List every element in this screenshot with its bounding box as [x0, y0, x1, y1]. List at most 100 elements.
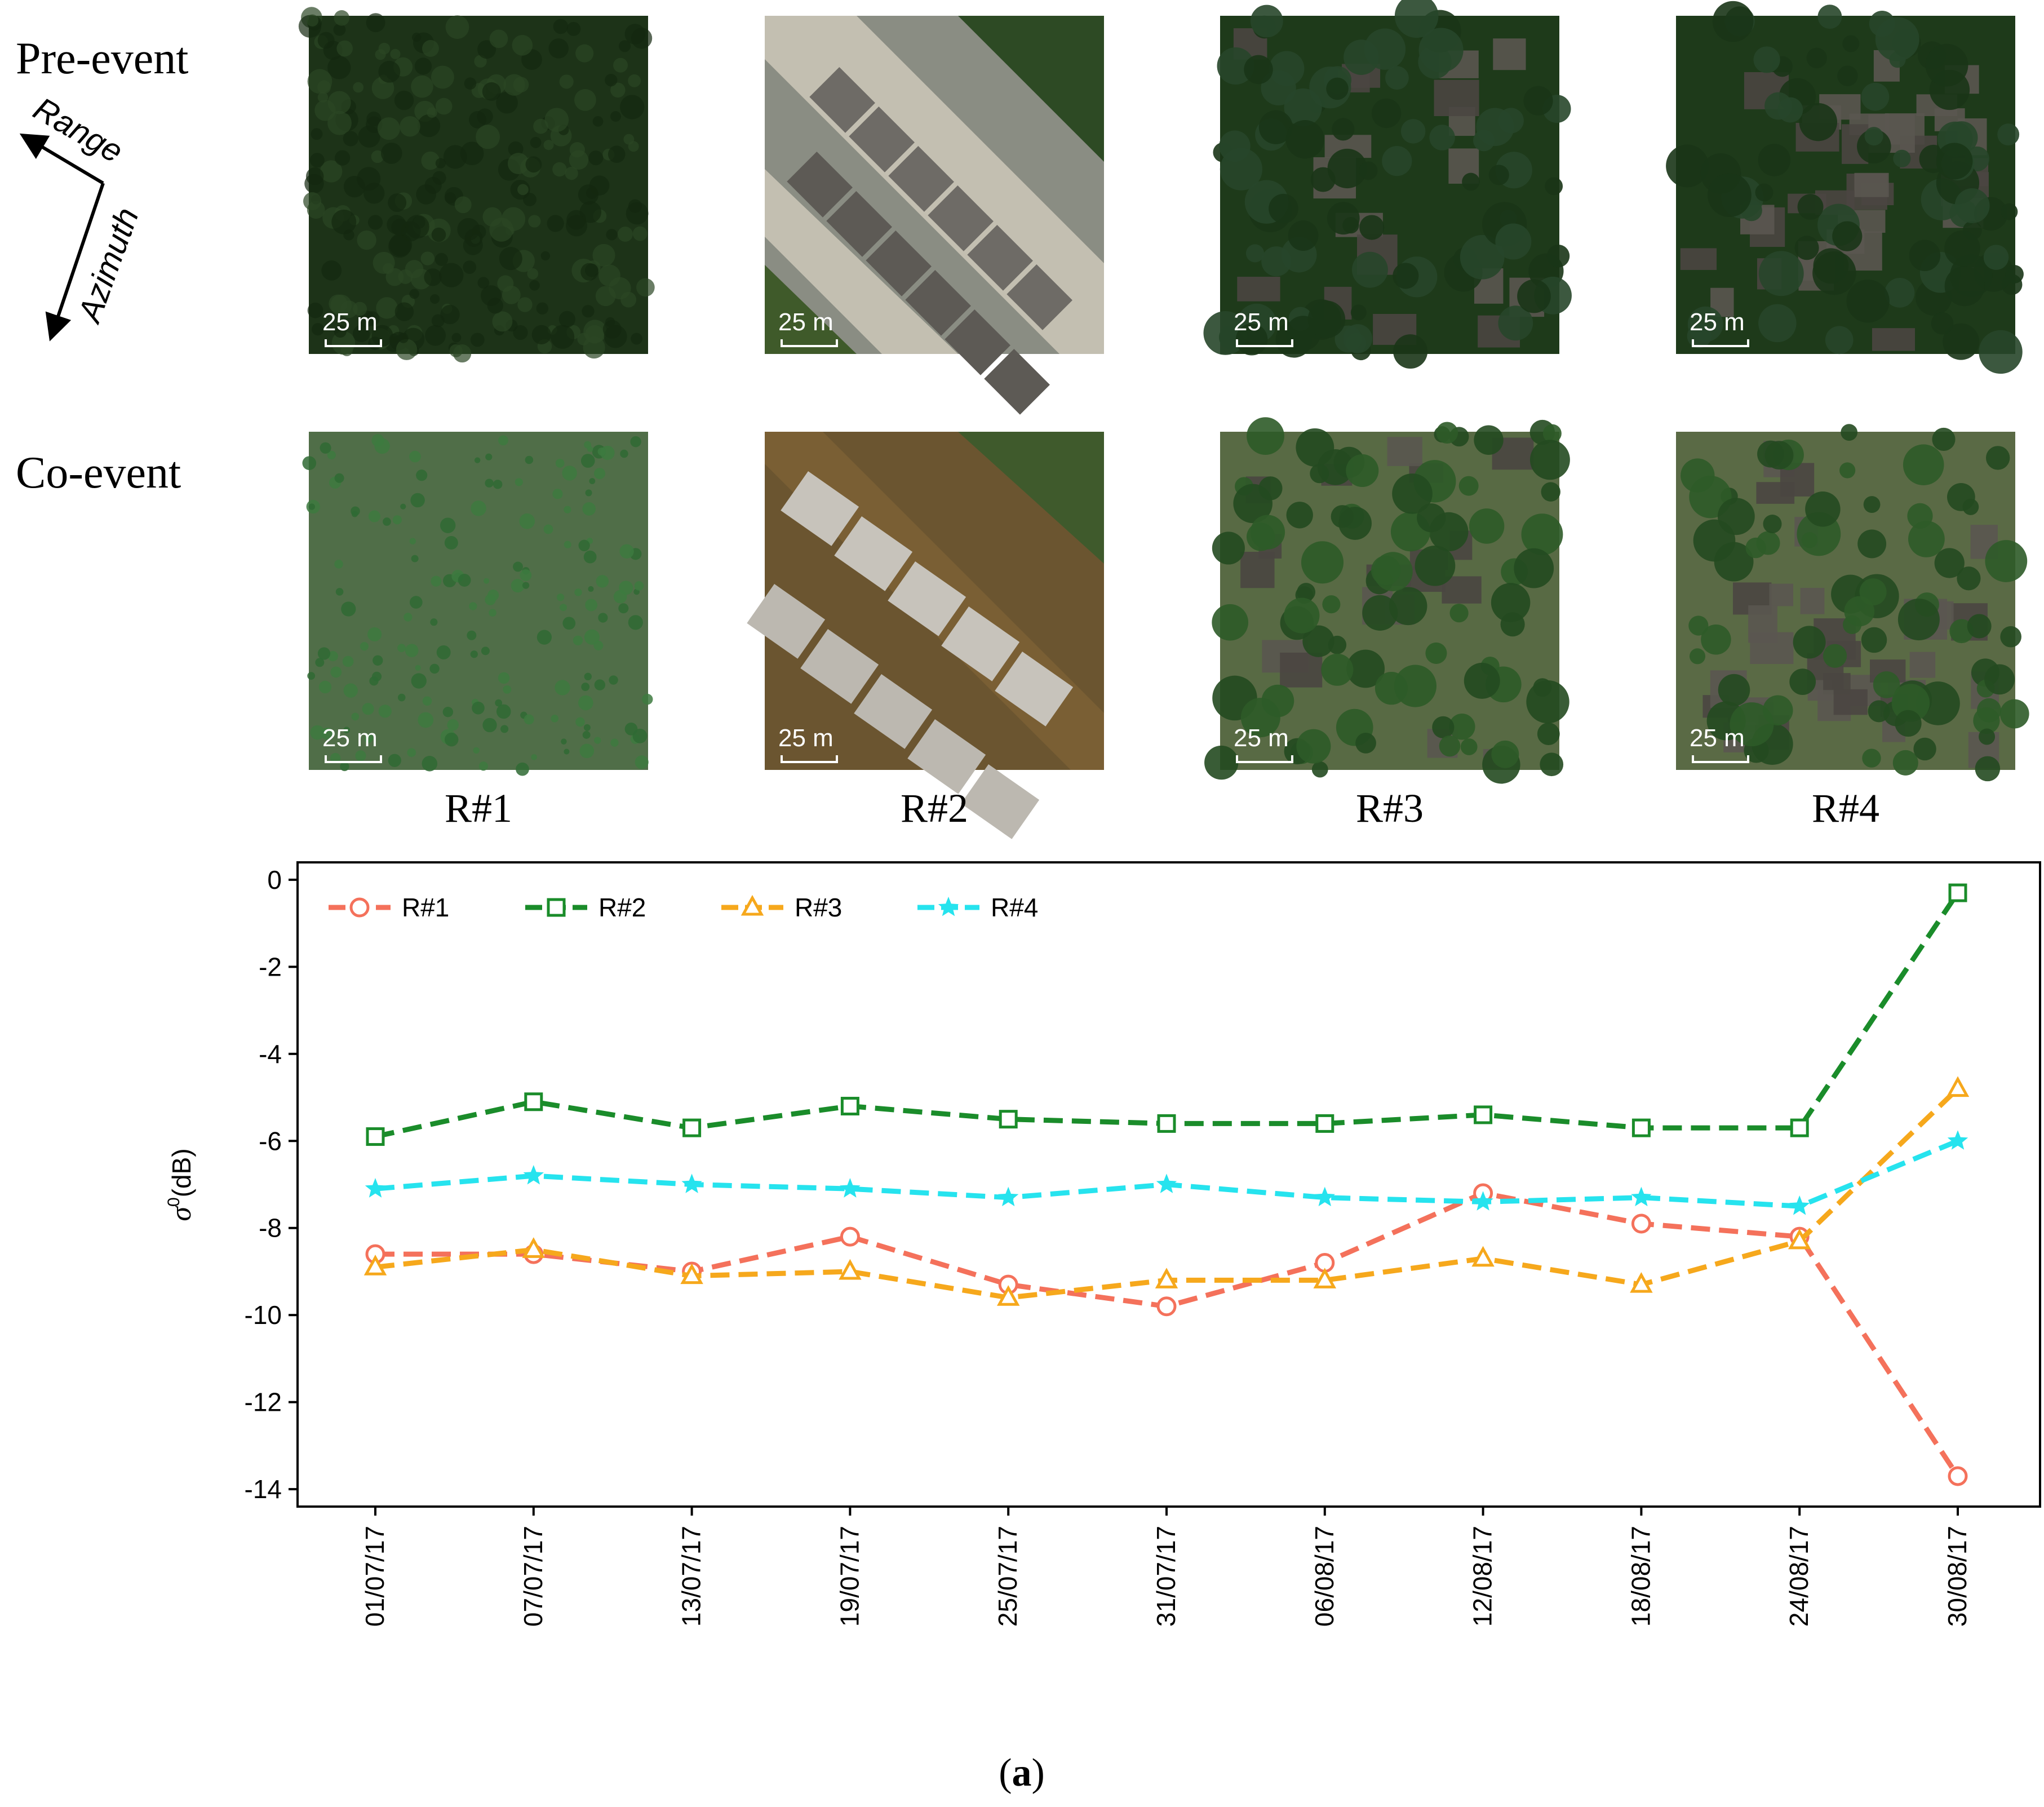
- data-point: [1474, 1105, 1493, 1124]
- backscatter-chart: 0 -2 -4 -6 -8 -10 -12 -14 01/07/17 07/07/17 13/07…: [165, 861, 2041, 1627]
- tile-r3-pre: [1203, 0, 1572, 369]
- x-axis: 01/07/17 07/07/17 13/07/17 19/07/17 25/07/17…: [360, 1507, 1972, 1627]
- data-point: [366, 1127, 385, 1146]
- data-point: [1471, 1246, 1495, 1267]
- y-tick-label: 0: [267, 865, 282, 894]
- data-point: [1788, 1228, 1811, 1250]
- x-tick-label: 01/07/17: [360, 1526, 389, 1627]
- scale-bar-label: 25 m: [778, 724, 833, 752]
- scale-bar: 25 m: [1690, 724, 1749, 763]
- x-tick-label: 19/07/17: [835, 1526, 864, 1627]
- data-point: [682, 1118, 702, 1137]
- scale-bar: 25 m: [1234, 308, 1293, 347]
- y-tick-label: -2: [259, 952, 282, 981]
- orientation-indicator: Range Azimuth: [19, 90, 146, 342]
- legend-label: R#1: [402, 893, 449, 922]
- data-point: [1473, 1191, 1493, 1211]
- region-label-r4: R#4: [1812, 786, 1879, 831]
- x-tick-label: 31/07/17: [1151, 1526, 1181, 1627]
- data-point: [1948, 1466, 1968, 1486]
- data-point: [680, 1263, 703, 1285]
- data-point: [524, 1092, 543, 1111]
- data-point: [840, 1178, 861, 1198]
- tile-r2-pre: [765, 16, 1104, 415]
- y-axis-label: σ0(dB): [165, 1148, 197, 1221]
- data-point: [1631, 1118, 1651, 1137]
- caption-open: (: [999, 1751, 1012, 1795]
- scale-bar: 25 m: [322, 724, 382, 763]
- range-arrow: [19, 133, 104, 185]
- legend-label: R#3: [795, 893, 842, 922]
- data-point: [1315, 1114, 1334, 1133]
- x-tick-label: 07/07/17: [518, 1526, 548, 1627]
- y-tick-label: -6: [259, 1126, 282, 1155]
- y-tick-label: -14: [245, 1474, 282, 1504]
- region-label-r1: R#1: [445, 786, 512, 831]
- co-event-label: Co-event: [16, 448, 181, 498]
- figure-caption: (a): [999, 1751, 1045, 1795]
- legend-item: R#4: [917, 893, 1038, 922]
- data-point: [681, 1173, 702, 1193]
- tile-r1-co: [302, 432, 653, 776]
- legend-label: R#4: [991, 893, 1038, 922]
- data-point: [839, 1259, 862, 1280]
- legend-marker: [741, 894, 764, 916]
- legend-label: R#2: [598, 893, 646, 922]
- x-tick-label: 24/08/17: [1784, 1526, 1814, 1627]
- x-tick-label: 18/08/17: [1626, 1526, 1655, 1627]
- azimuth-arrow: [45, 183, 105, 342]
- azimuth-label: Azimuth: [70, 203, 146, 328]
- x-tick-label: 30/08/17: [1943, 1526, 1972, 1627]
- data-point: [522, 1237, 546, 1258]
- data-point: [365, 1178, 386, 1198]
- data-point: [1631, 1186, 1652, 1207]
- scale-bar-label: 25 m: [1234, 308, 1289, 336]
- y-tick-label: -12: [245, 1388, 282, 1417]
- legend-item: R#2: [525, 893, 646, 922]
- scale-bars: 25 m 25 m 25 m 25 m 25 m 25 m 25 m 25 m: [322, 308, 1749, 763]
- legend-marker: [349, 897, 370, 918]
- scale-bar: 25 m: [322, 308, 382, 347]
- data-point: [1948, 883, 1967, 902]
- x-tick-label: 12/08/17: [1468, 1526, 1497, 1627]
- y-tick-label: -4: [259, 1039, 282, 1069]
- scale-bar-label: 25 m: [322, 724, 378, 752]
- tile-r4-co: [1676, 424, 2029, 782]
- scale-bar-label: 25 m: [322, 308, 378, 336]
- legend-marker: [547, 898, 566, 917]
- legend: R#1 R#2 R#3 R#4: [329, 893, 1038, 922]
- range-label: Range: [28, 90, 130, 170]
- tile-r4-pre: [1666, 1, 2024, 374]
- scale-bar: 25 m: [778, 308, 838, 347]
- data-point: [1156, 1296, 1177, 1317]
- scale-bar: 25 m: [778, 724, 838, 763]
- y-axis-label-symbol: σ: [165, 1206, 197, 1221]
- tile-r3-co: [1204, 417, 1570, 784]
- pre-event-label: Pre-event: [16, 34, 189, 83]
- tile-r2-co: [747, 432, 1104, 839]
- scale-bar: 25 m: [1234, 724, 1293, 763]
- scale-bar: 25 m: [1690, 308, 1749, 347]
- legend-item: R#3: [721, 893, 842, 922]
- data-point: [1155, 1268, 1178, 1288]
- legend-marker: [938, 896, 959, 916]
- data-point: [1790, 1118, 1809, 1137]
- data-point: [1157, 1114, 1176, 1133]
- data-point: [1631, 1213, 1651, 1234]
- data-point: [999, 1110, 1018, 1129]
- scale-bar-label: 25 m: [778, 308, 833, 336]
- x-tick-label: 25/07/17: [993, 1526, 1022, 1627]
- data-point: [1947, 1130, 1968, 1150]
- y-tick-label: -8: [259, 1213, 282, 1243]
- data-point: [840, 1096, 859, 1115]
- scale-bar-label: 25 m: [1690, 308, 1745, 336]
- y-axis-label-sup: 0: [165, 1197, 183, 1207]
- x-tick-label: 13/07/17: [677, 1526, 706, 1627]
- data-point: [1630, 1272, 1653, 1293]
- series-r4: [365, 1130, 1968, 1215]
- legend-item: R#1: [329, 893, 449, 922]
- y-axis-label-unit: (dB): [167, 1148, 196, 1197]
- data-point: [1313, 1268, 1337, 1288]
- data-point: [996, 1285, 1020, 1306]
